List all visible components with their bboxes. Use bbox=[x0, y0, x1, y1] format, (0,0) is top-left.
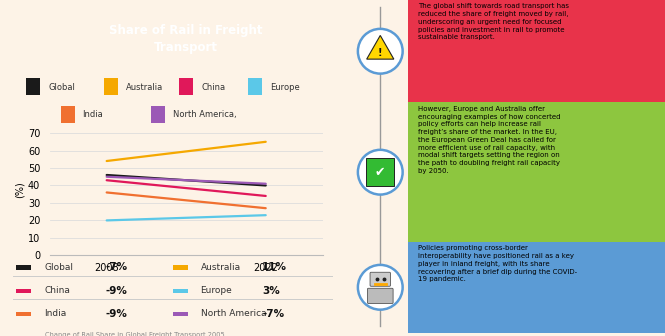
Text: Share of Rail in Freight
Transport: Share of Rail in Freight Transport bbox=[110, 24, 263, 54]
Text: North America,: North America, bbox=[173, 110, 237, 119]
Text: However, Europe and Australia offer
encouraging examples of how concerted
policy: However, Europe and Australia offer enco… bbox=[418, 106, 561, 174]
Bar bbox=[17, 312, 31, 316]
Text: North America: North America bbox=[201, 309, 266, 318]
Text: -9%: -9% bbox=[106, 309, 128, 319]
Bar bbox=[151, 106, 166, 123]
FancyBboxPatch shape bbox=[366, 158, 394, 186]
Ellipse shape bbox=[358, 150, 402, 195]
Text: ✔: ✔ bbox=[375, 166, 386, 179]
Bar bbox=[173, 289, 188, 293]
Text: -9%: -9% bbox=[106, 286, 128, 296]
Text: Australia: Australia bbox=[201, 263, 241, 272]
Polygon shape bbox=[366, 35, 394, 59]
FancyBboxPatch shape bbox=[368, 288, 393, 303]
Text: Europe: Europe bbox=[270, 83, 300, 92]
Ellipse shape bbox=[358, 29, 402, 74]
Y-axis label: (%): (%) bbox=[15, 181, 25, 198]
Text: 11%: 11% bbox=[262, 262, 287, 272]
FancyBboxPatch shape bbox=[370, 272, 390, 286]
Text: India: India bbox=[82, 110, 103, 119]
Bar bbox=[26, 78, 41, 95]
Text: Global: Global bbox=[44, 263, 73, 272]
Text: India: India bbox=[44, 309, 66, 318]
Text: !: ! bbox=[378, 48, 382, 58]
Bar bbox=[104, 78, 118, 95]
Text: The global shift towards road transport has
reduced the share of freight moved b: The global shift towards road transport … bbox=[418, 3, 569, 40]
Text: -7%: -7% bbox=[262, 309, 285, 319]
Bar bbox=[248, 78, 262, 95]
Text: Global: Global bbox=[48, 83, 75, 92]
Bar bbox=[17, 265, 31, 269]
Bar bbox=[408, 102, 665, 242]
Bar bbox=[17, 289, 31, 293]
Text: -7%: -7% bbox=[106, 262, 128, 272]
Text: Change of Rail Share in Global Freight Transport 2005
-2022 in % points: Change of Rail Share in Global Freight T… bbox=[45, 332, 225, 336]
Bar bbox=[408, 0, 665, 102]
Text: 3%: 3% bbox=[262, 286, 280, 296]
Bar bbox=[61, 106, 74, 123]
Text: Policies promoting cross-border
interoperability have positioned rail as a key
p: Policies promoting cross-border interope… bbox=[418, 245, 577, 282]
Bar bbox=[173, 265, 188, 269]
Bar bbox=[408, 242, 665, 333]
Bar bbox=[173, 312, 188, 316]
Text: China: China bbox=[44, 286, 70, 295]
Ellipse shape bbox=[358, 265, 402, 310]
Text: Australia: Australia bbox=[126, 83, 164, 92]
Text: China: China bbox=[201, 83, 225, 92]
Bar bbox=[180, 78, 194, 95]
Text: Europe: Europe bbox=[201, 286, 232, 295]
